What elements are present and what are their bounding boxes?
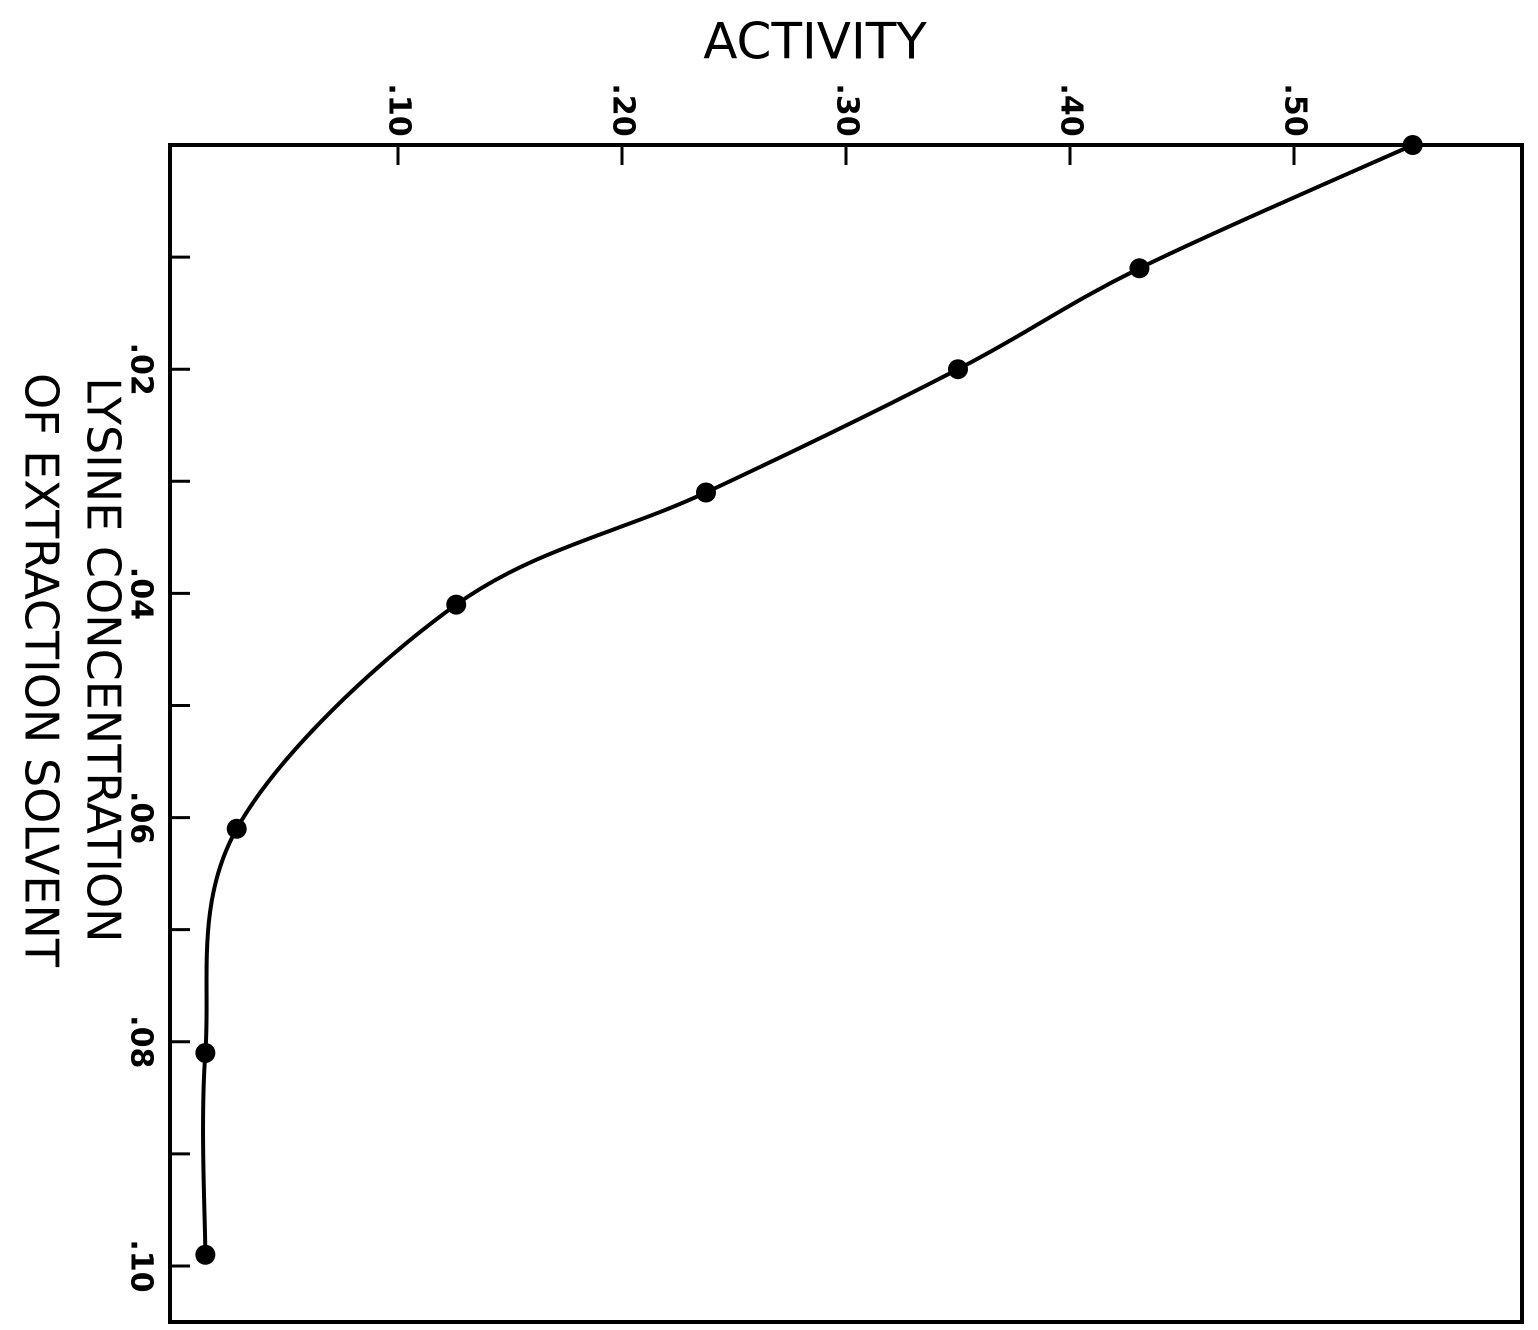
y-tick-label: .08 bbox=[124, 1015, 159, 1068]
y-tick-label: .02 bbox=[124, 343, 159, 396]
plot-frame bbox=[168, 143, 1524, 1324]
y-axis-label: OF EXTRACTION SOLVENT bbox=[15, 373, 69, 968]
data-point bbox=[948, 359, 968, 380]
y-tick-label: .04 bbox=[124, 567, 159, 620]
x-tick-label: .20 bbox=[606, 83, 641, 136]
data-point bbox=[226, 818, 247, 839]
data-point bbox=[1129, 258, 1150, 279]
y-axis-label: LYSINE CONCENTRATION bbox=[77, 377, 131, 942]
data-point bbox=[696, 482, 716, 503]
x-tick-label: .50 bbox=[1278, 83, 1313, 136]
y-tick-label: .06 bbox=[124, 791, 159, 844]
chart-title: ACTIVITY bbox=[703, 13, 927, 71]
x-tick-label: .30 bbox=[830, 83, 865, 136]
x-tick-label: .10 bbox=[382, 83, 417, 136]
data-point bbox=[195, 1042, 216, 1063]
x-tick-label: .40 bbox=[1054, 83, 1089, 136]
y-tick-label: .10 bbox=[124, 1239, 159, 1292]
data-point bbox=[195, 1244, 216, 1265]
data-point bbox=[446, 594, 467, 615]
data-line bbox=[201, 143, 1414, 1255]
data-point bbox=[1402, 135, 1423, 155]
